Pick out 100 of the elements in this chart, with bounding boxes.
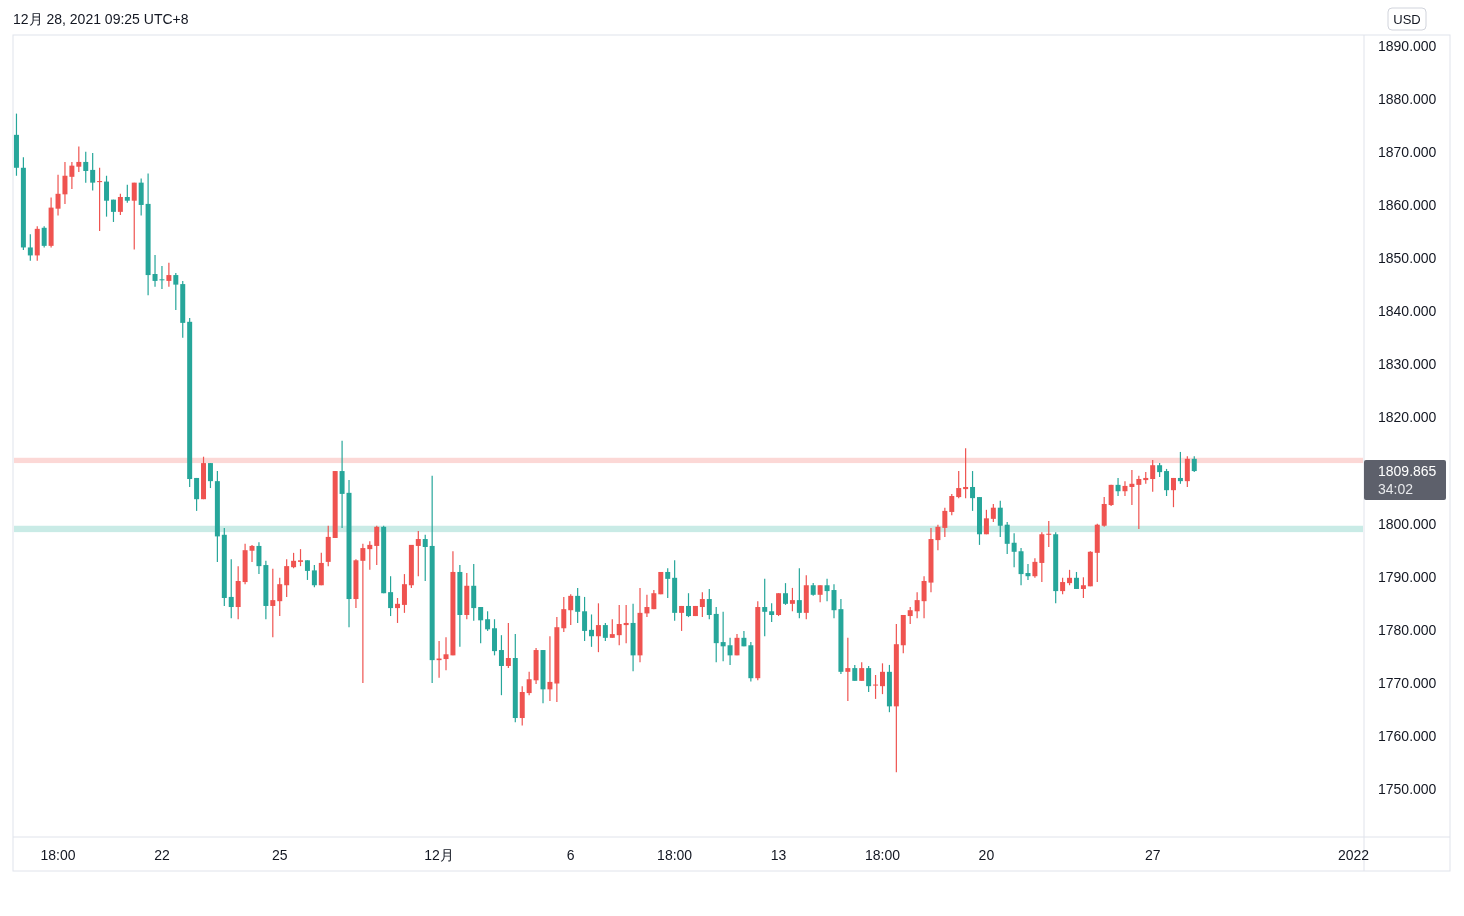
text: 12月 28, 2021 09:25 UTC+8 bbox=[13, 11, 189, 27]
x-tick-label: 22 bbox=[154, 847, 170, 863]
y-tick-label: 1820.000 bbox=[1378, 409, 1437, 426]
candlestick bbox=[228, 558, 234, 619]
candlestick bbox=[270, 568, 276, 638]
candlestick bbox=[1136, 475, 1142, 530]
text: USD bbox=[1393, 11, 1421, 27]
candlestick bbox=[679, 605, 685, 632]
x-tick-label: 18:00 bbox=[864, 847, 901, 863]
candlestick bbox=[401, 573, 407, 614]
candlestick bbox=[318, 552, 324, 586]
candlestick bbox=[97, 167, 103, 232]
x-tick-label: 13 bbox=[770, 847, 787, 863]
y-tick-label: 1890.000 bbox=[1378, 37, 1437, 54]
candlestick bbox=[367, 540, 373, 571]
candlestick bbox=[90, 152, 96, 192]
candlestick bbox=[935, 524, 941, 551]
candlestick bbox=[173, 272, 179, 311]
candlestick bbox=[284, 558, 290, 598]
candlestick bbox=[311, 564, 317, 588]
candlestick bbox=[277, 577, 283, 617]
candlestick bbox=[727, 637, 733, 666]
y-tick-label: 1750.000 bbox=[1378, 781, 1437, 798]
candlestick bbox=[1184, 455, 1190, 488]
candlestick bbox=[422, 534, 428, 582]
candlestick bbox=[1129, 469, 1135, 506]
candlestick bbox=[720, 611, 726, 662]
x-tick-label: 25 bbox=[271, 847, 288, 863]
candlestick bbox=[1177, 451, 1183, 485]
candlestick bbox=[609, 618, 615, 639]
candlestick bbox=[686, 592, 691, 618]
y-tick-label: 1760.000 bbox=[1378, 728, 1437, 745]
candlestick bbox=[602, 622, 608, 642]
candlestick bbox=[256, 541, 262, 575]
candlestick bbox=[963, 447, 969, 499]
candlestick bbox=[505, 622, 511, 669]
candlestick bbox=[582, 596, 588, 642]
candlestick bbox=[194, 477, 200, 512]
candlestick bbox=[395, 597, 401, 624]
y-tick-label: 1850.000 bbox=[1378, 250, 1437, 267]
candlestick bbox=[595, 602, 601, 653]
candlestick bbox=[498, 634, 504, 696]
candlestick bbox=[415, 530, 421, 577]
candlestick bbox=[41, 225, 47, 249]
candlestick bbox=[374, 525, 380, 566]
candlestick bbox=[561, 596, 567, 633]
candlestick bbox=[339, 440, 345, 529]
x-tick-label: 27 bbox=[1144, 847, 1161, 863]
candlestick bbox=[1101, 496, 1107, 528]
candlestick bbox=[83, 151, 89, 184]
candlestick bbox=[845, 637, 851, 702]
candlestick bbox=[942, 507, 948, 538]
candlestick bbox=[866, 665, 872, 693]
candlestick bbox=[880, 662, 885, 695]
candlestick bbox=[138, 177, 144, 217]
candlestick bbox=[623, 604, 629, 644]
candlestick bbox=[644, 594, 650, 618]
candlestick bbox=[665, 567, 671, 599]
candlestick bbox=[1004, 521, 1010, 555]
y-tick-label: 1870.000 bbox=[1378, 143, 1437, 160]
x-tick-label: 6 bbox=[566, 847, 575, 863]
candlestick bbox=[914, 591, 920, 619]
y-tick-label: 1770.000 bbox=[1378, 674, 1437, 691]
candlestick bbox=[485, 610, 491, 632]
x-tick-label: 12月 bbox=[424, 847, 454, 863]
y-tick-label: 1860.000 bbox=[1378, 196, 1437, 213]
candlestick bbox=[27, 233, 33, 262]
y-tick-label: 1840.000 bbox=[1378, 303, 1437, 320]
candlestick bbox=[1046, 520, 1052, 548]
candlestick bbox=[55, 174, 61, 217]
candlestick bbox=[1164, 468, 1170, 497]
candlestick bbox=[568, 593, 574, 626]
candlestick bbox=[699, 591, 705, 618]
x-tick-label: 20 bbox=[978, 847, 995, 863]
candlestick bbox=[1122, 480, 1128, 497]
candlestick bbox=[990, 503, 996, 523]
candlestick bbox=[616, 604, 622, 646]
x-tick-label: 18:00 bbox=[657, 847, 693, 863]
candlestick bbox=[471, 563, 477, 622]
candlestick bbox=[776, 592, 782, 617]
candlestick bbox=[1170, 477, 1176, 508]
candlestick bbox=[1011, 532, 1017, 568]
candlestick bbox=[796, 567, 802, 619]
candlestick bbox=[949, 493, 955, 516]
candlestick bbox=[76, 145, 82, 173]
y-tick-label: 1830.000 bbox=[1378, 356, 1437, 373]
text: 1809.865 bbox=[1378, 463, 1437, 480]
candlestick bbox=[873, 674, 879, 700]
candlestick bbox=[492, 618, 497, 656]
x-tick-label: 18:00 bbox=[40, 847, 76, 863]
candlestick bbox=[589, 613, 594, 648]
candlestick bbox=[131, 182, 137, 251]
candlestick bbox=[304, 559, 310, 581]
candlestick bbox=[706, 588, 712, 620]
candlestick bbox=[69, 161, 75, 190]
candlestick bbox=[762, 578, 768, 637]
candlestick bbox=[983, 509, 989, 535]
candlestick bbox=[997, 500, 1003, 538]
candlestick bbox=[478, 606, 484, 644]
candlestick bbox=[207, 462, 213, 489]
